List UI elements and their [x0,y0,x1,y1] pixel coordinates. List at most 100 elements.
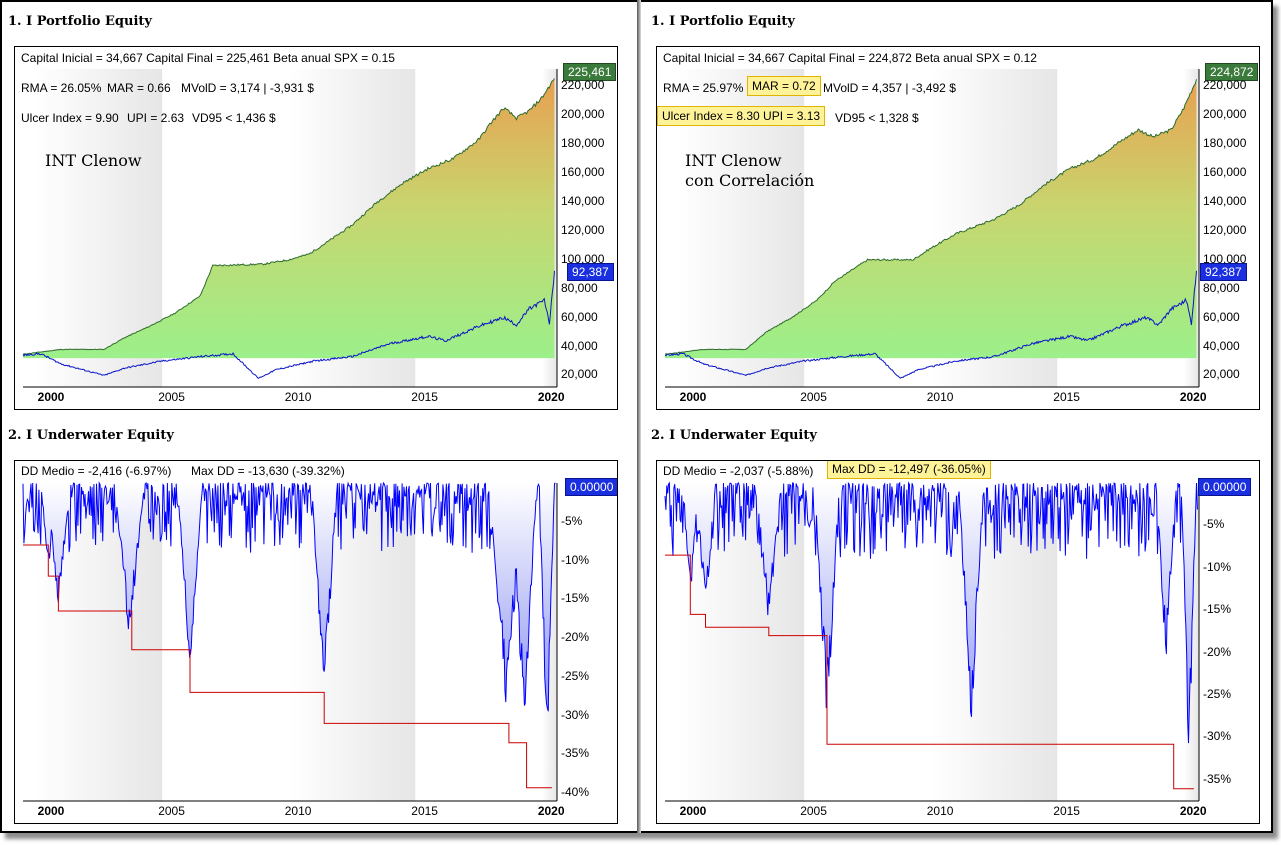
x-tick-2010: 2010 [926,804,954,818]
y-tick: -35% [1203,771,1232,786]
strategy-label-left: INT Clenow [45,151,142,170]
y-tick: -35% [561,746,590,761]
x-tick-2015: 2015 [1053,390,1080,404]
equity-plot-right [664,69,1200,388]
equity-line [22,78,555,355]
y-tick: 180,000 [1203,136,1247,151]
y-tick: -5% [561,513,583,528]
dd-medio-left: DD Medio = -2,416 (-6.97%) [21,464,172,478]
benchmark-flag-right: 92,387 [1200,263,1247,281]
strategy-label-right: INT Clenow con Correlación [685,151,815,190]
x-tick-2005: 2005 [800,804,827,818]
equity-area [23,78,555,359]
underwater-plot-left [22,481,558,802]
benchmark-line [22,270,555,379]
y-tick: -10% [1203,559,1232,574]
equity-chart-left: Capital Inicial = 34,667 Capital Final =… [14,46,618,410]
underwater-plot-right [664,481,1200,802]
equity-line [664,79,1197,355]
y-tick: -25% [561,668,590,683]
x-tick-2000: 2000 [37,804,65,818]
underwater-area [665,483,1198,744]
underwater-line [22,481,556,712]
equity-title-right: 1. I Portfolio Equity [651,14,795,29]
y-tick: -10% [561,552,590,567]
dd-medio-right: DD Medio = -2,037 (-5.88%) [663,464,814,478]
y-tick: 100,000 [561,251,605,266]
x-tick-2000: 2000 [679,804,707,818]
benchmark-line [664,270,1197,379]
underwater-chart-left: DD Medio = -2,416 (-6.97%) Max DD = -13,… [14,460,618,824]
underwater-flag-left: 0.00000 [565,478,617,496]
x-tick-2005: 2005 [158,390,185,404]
y-tick: -40% [561,785,590,800]
y-tick: -30% [561,707,590,722]
y-tick: 140,000 [1203,193,1247,208]
x-tick-2000: 2000 [37,390,65,404]
stats-mvold-right: MVolD = 4,357 | -3,492 $ [823,81,956,95]
y-tick: -25% [1203,687,1232,701]
underwater-chart-right: DD Medio = -2,037 (-5.88%) Max DD = -12,… [656,460,1260,824]
equity-title-left: 1. I Portfolio Equity [8,14,152,29]
y-tick: 80,000 [561,280,598,295]
stats-upi-left: UPI = 2.63 [127,111,185,125]
equity-flag-left: 225,461 [563,63,617,81]
max-dd-left: Max DD = -13,630 (-39.32%) [191,464,345,478]
y-tick: 20,000 [1203,367,1240,382]
x-tick-2020: 2020 [1179,390,1207,404]
max-dd-right: Max DD = -12,497 (-36.05%) [827,461,991,479]
benchmark-flag-left: 92,387 [567,263,614,281]
y-tick: -20% [1203,644,1232,659]
x-tick-2020: 2020 [1179,804,1207,818]
y-tick: 140,000 [561,193,605,208]
underwater-line [664,481,1198,744]
max-dd-line [664,554,1194,790]
x-tick-2010: 2010 [284,804,312,818]
y-tick: 60,000 [561,309,598,324]
stats-line1-left: Capital Inicial = 34,667 Capital Final =… [21,51,395,65]
y-tick: -15% [561,591,590,606]
stats-mar-right: MAR = 0.72 [747,76,821,96]
stats-vd95-right: VD95 < 1,328 $ [835,111,919,125]
y-tick: 40,000 [561,338,598,353]
y-tick: 200,000 [1203,107,1247,122]
x-tick-2010: 2010 [926,390,954,404]
y-tick: -30% [1203,729,1232,744]
x-tick-2005: 2005 [800,390,827,404]
y-tick: 120,000 [561,222,605,237]
y-tick: 160,000 [561,165,605,180]
x-tick-2020: 2020 [537,390,565,404]
stats-rma-right: RMA = 25.97% [663,81,744,95]
y-tick: 100,000 [1203,251,1247,266]
y-tick: 160,000 [1203,165,1247,180]
stats-ulcer-upi-right: Ulcer Index = 8.30 UPI = 3.13 [657,106,826,126]
y-tick: 180,000 [561,136,605,151]
x-tick-2020: 2020 [537,804,565,818]
x-tick-2015: 2015 [1053,804,1080,818]
stats-vd95-left: VD95 < 1,436 $ [192,111,276,125]
x-tick-2015: 2015 [411,804,438,818]
equity-flag-right: 224,872 [1205,63,1259,81]
y-tick: 220,000 [1203,78,1247,93]
x-tick-2000: 2000 [679,390,707,404]
stats-rma-left: RMA = 26.05% [21,81,102,95]
x-tick-2015: 2015 [411,390,438,404]
y-tick: -5% [1203,517,1225,532]
y-tick: 120,000 [1203,222,1247,237]
y-tick: 220,000 [561,78,605,93]
underwater-title-left: 2. I Underwater Equity [8,428,174,443]
stats-line1-right: Capital Inicial = 34,667 Capital Final =… [663,51,1037,65]
y-tick: 200,000 [561,107,605,122]
stats-mvold-left: MVolD = 3,174 | -3,931 $ [181,81,314,95]
y-tick: -20% [561,630,590,645]
y-tick: 40,000 [1203,338,1240,353]
y-tick: 20,000 [561,367,598,382]
y-tick: -15% [1203,602,1232,617]
y-tick: 80,000 [1203,280,1240,295]
equity-chart-right: Capital Inicial = 34,667 Capital Final =… [656,46,1260,410]
equity-area [665,79,1197,359]
year-band [677,483,805,801]
x-tick-2010: 2010 [284,390,312,404]
underwater-flag-right: 0.00000 [1198,478,1252,496]
stats-mar-left: MAR = 0.66 [107,81,171,95]
